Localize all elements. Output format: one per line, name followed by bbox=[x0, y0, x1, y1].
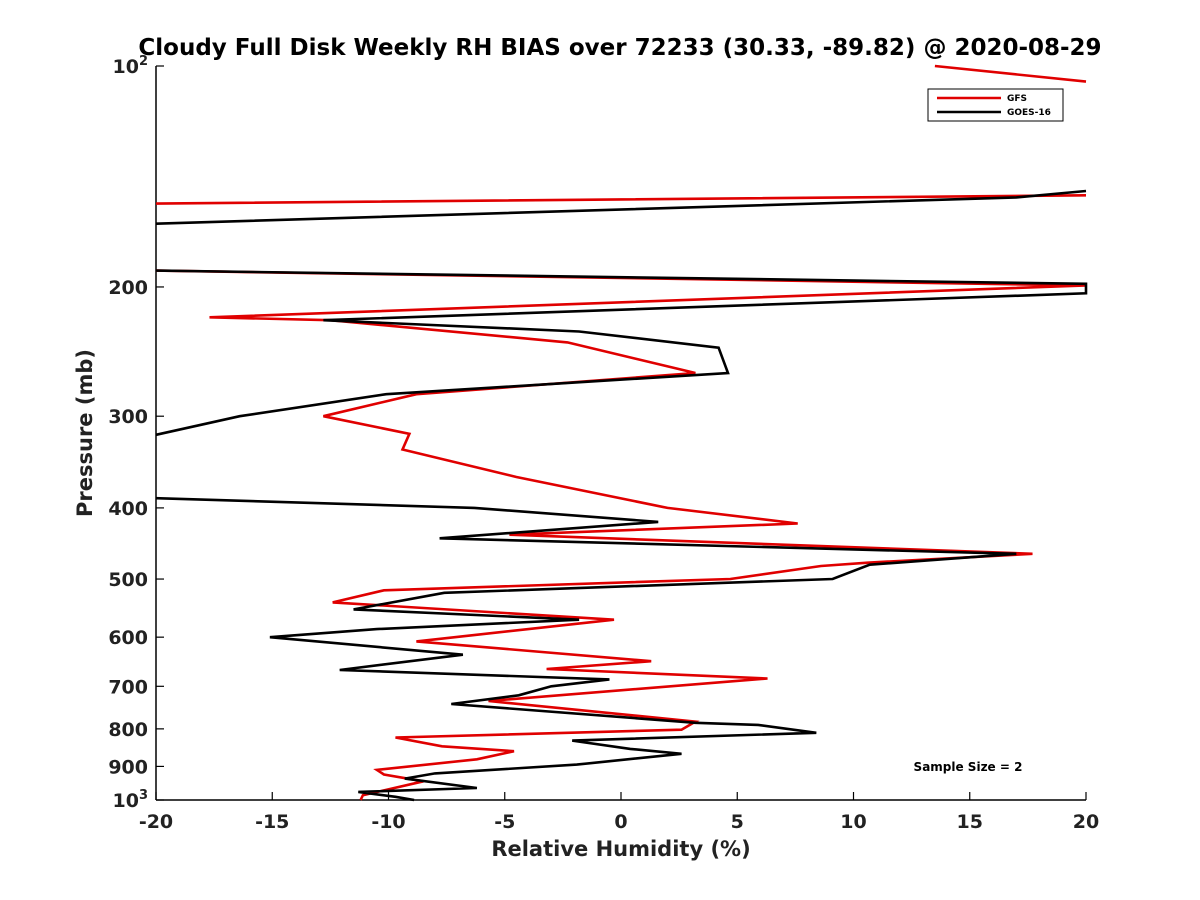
x-ticks: -20 -15 -10 -5 0 5 10 15 20 bbox=[139, 792, 1099, 833]
chart-title: Cloudy Full Disk Weekly RH BIAS over 722… bbox=[138, 35, 1101, 61]
y-tick-label: 800 bbox=[108, 719, 148, 741]
series-line bbox=[155, 64, 1087, 801]
sample-size-annotation: Sample Size = 2 bbox=[914, 760, 1023, 774]
series-gfs bbox=[155, 64, 1087, 801]
series-line bbox=[155, 189, 1088, 802]
x-tick-label: -20 bbox=[139, 811, 173, 833]
y-tick-label: 500 bbox=[108, 569, 148, 591]
x-tick-label: 20 bbox=[1073, 811, 1099, 833]
y-tick-label: 900 bbox=[108, 756, 148, 778]
x-tick-label: 10 bbox=[840, 811, 866, 833]
series-goes-16 bbox=[155, 189, 1088, 802]
y-tick-label: 102 bbox=[113, 54, 149, 78]
legend-label-gfs: GFS bbox=[1007, 94, 1027, 104]
x-tick-label: 15 bbox=[957, 811, 983, 833]
y-tick-label: 600 bbox=[108, 627, 148, 649]
x-tick-label: -15 bbox=[255, 811, 289, 833]
y-tick-label: 400 bbox=[108, 498, 148, 520]
legend: GFS GOES-16 bbox=[927, 88, 1064, 122]
x-tick-label: -5 bbox=[494, 811, 515, 833]
y-tick-label: 103 bbox=[113, 788, 149, 812]
y-tick-label: 200 bbox=[108, 277, 148, 299]
x-tick-label: 5 bbox=[731, 811, 744, 833]
x-tick-label: -10 bbox=[371, 811, 405, 833]
x-axis-label: Relative Humidity (%) bbox=[491, 837, 750, 861]
plot-area: -20 -15 -10 -5 0 5 10 15 20 102 200 300 400 500 600 70… bbox=[108, 54, 1099, 833]
y-tick-label: 300 bbox=[108, 406, 148, 428]
y-ticks: 102 200 300 400 500 600 700 800 900 103 bbox=[108, 54, 164, 812]
legend-box bbox=[927, 88, 1064, 122]
x-tick-label: 0 bbox=[614, 811, 627, 833]
legend-label-goes16: GOES-16 bbox=[1007, 108, 1051, 118]
y-tick-label: 700 bbox=[108, 676, 148, 698]
series-layer bbox=[155, 64, 1088, 802]
y-axis-label: Pressure (mb) bbox=[73, 349, 97, 517]
